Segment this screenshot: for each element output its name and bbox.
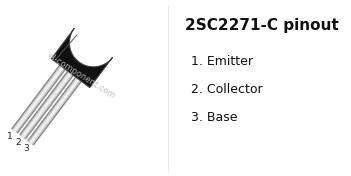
Text: 3: 3 (23, 144, 29, 153)
Text: 2: 2 (15, 138, 21, 147)
Text: 1. Emitter: 1. Emitter (191, 55, 253, 68)
Polygon shape (51, 28, 113, 88)
Text: el-component.com: el-component.com (45, 51, 117, 101)
Text: 1: 1 (7, 132, 13, 141)
Text: 3. Base: 3. Base (191, 111, 238, 124)
Text: 2SC2271-C pinout: 2SC2271-C pinout (185, 18, 339, 33)
Text: 2. Collector: 2. Collector (191, 83, 263, 96)
